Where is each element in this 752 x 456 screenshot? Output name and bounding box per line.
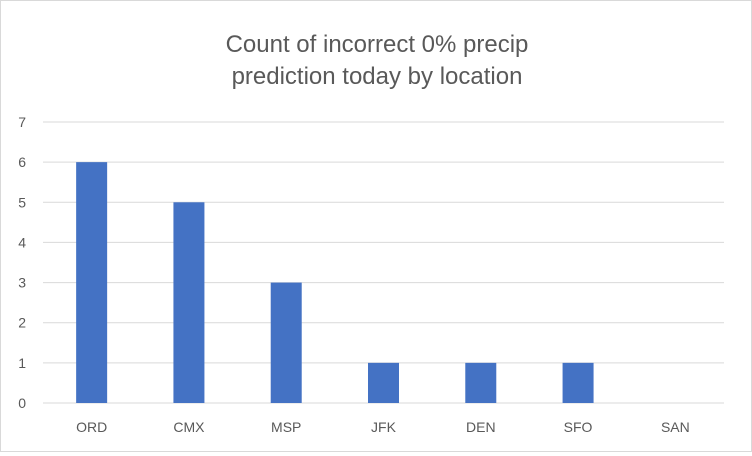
bars — [76, 162, 594, 403]
y-axis-ticks: 0 1 2 3 4 5 6 7 — [18, 114, 26, 411]
gridlines — [43, 121, 724, 404]
x-tick-label: CMX — [173, 419, 205, 435]
x-tick-label: SFO — [564, 419, 593, 435]
x-tick-label: ORD — [76, 419, 107, 435]
chart-title-line-2: prediction today by location — [232, 63, 523, 90]
bar-jfk — [368, 362, 399, 403]
chart-title: Count of incorrect 0% precip prediction … — [226, 31, 529, 90]
bar-sfo — [562, 362, 594, 403]
y-tick-label: 1 — [18, 355, 26, 371]
bar-den — [465, 362, 497, 403]
bar-msp — [270, 282, 302, 403]
y-tick-label: 2 — [18, 315, 26, 331]
x-tick-label: JFK — [371, 419, 397, 435]
y-tick-label: 7 — [18, 114, 26, 130]
x-tick-label: MSP — [271, 419, 301, 435]
y-tick-label: 3 — [18, 275, 26, 291]
y-tick-label: 5 — [18, 194, 26, 210]
y-tick-label: 4 — [18, 234, 26, 250]
y-tick-label: 0 — [18, 395, 26, 411]
bar-cmx — [173, 202, 205, 403]
x-tick-label: DEN — [466, 419, 496, 435]
x-axis-ticks: ORD CMX MSP JFK DEN SFO SAN — [76, 419, 690, 435]
x-tick-label: SAN — [661, 419, 690, 435]
y-tick-label: 6 — [18, 154, 26, 170]
chart-title-line-1: Count of incorrect 0% precip — [226, 31, 529, 58]
bar-ord — [76, 162, 108, 403]
